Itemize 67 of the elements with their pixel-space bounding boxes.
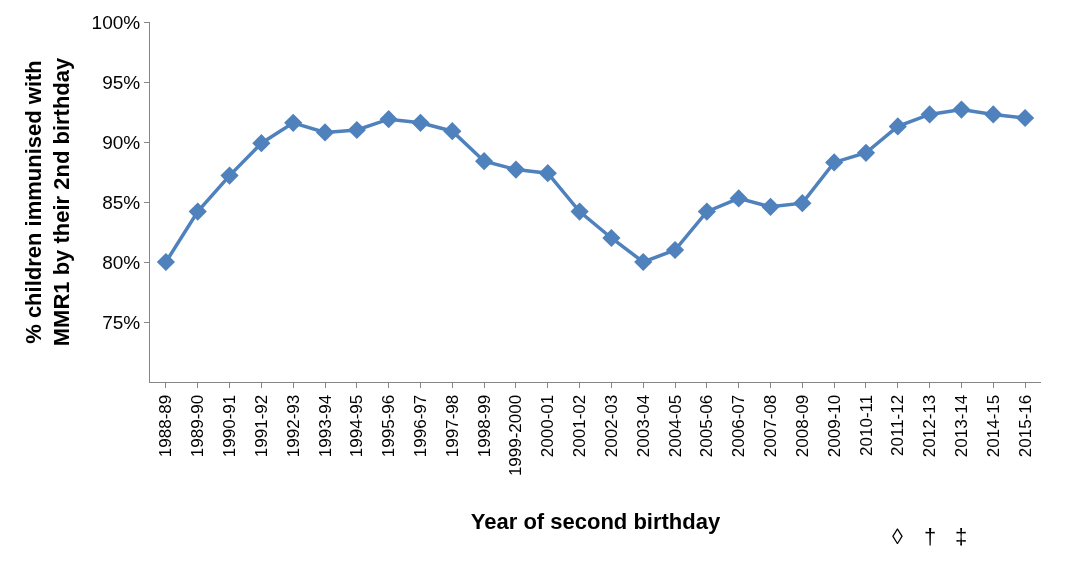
x-tick-label: 2001-02 [570,394,590,458]
point [443,122,462,141]
point [506,160,526,179]
x-tick-label: 1996-97 [411,394,431,458]
y-tick-label: 80% [102,251,141,273]
x-tick-label: 1997-98 [442,394,462,458]
point [888,117,907,136]
x-tick-label: 2009-10 [824,394,844,458]
x-tick-label: 2000-01 [538,394,558,458]
x-tick-label: 2004-05 [665,394,685,458]
point [1015,108,1035,128]
point [761,197,780,216]
x-tick-label: 1988-89 [156,394,176,458]
point [284,113,303,132]
point [602,228,621,248]
x-tick-label: 1993-94 [315,394,335,458]
point [952,100,971,119]
x-tick-label: 2010-11 [856,394,876,456]
y-tick-label: 100% [91,11,141,33]
x-tick-label: 1990-91 [220,394,240,458]
x-tick-label: 2003-04 [633,394,653,458]
point [538,164,557,183]
x-tick-label: 2005-06 [697,394,717,458]
x-tick-label: 2013-14 [951,394,971,458]
point [475,152,494,171]
point [697,202,716,221]
y-tick-label: 75% [102,311,141,333]
point [570,202,589,221]
point [315,123,335,142]
point [793,194,812,213]
point [220,166,239,185]
point [665,240,685,260]
x-tick-label: 2007-08 [761,394,781,458]
y-tick-label: 90% [102,131,141,153]
x-axis-title: Year of second birthday [470,509,721,535]
point [379,110,398,129]
point [411,113,430,132]
y-tick-label: 85% [102,191,141,213]
x-tick-label: 2012-13 [920,394,940,458]
point [856,143,876,162]
x-tick-label: 2006-07 [729,394,749,458]
text: ◊ [892,524,903,549]
point [825,153,844,172]
x-tick-label: 1999-2000 [506,394,526,477]
y-axis-title: % children immunised with MMR1 by their 2nd birthday [20,57,75,347]
x-tick-label: 1989-90 [188,394,208,458]
x-tick-label: 1991-92 [251,394,271,458]
point [188,202,207,221]
point [156,252,176,272]
x-tick-label: 1994-95 [347,394,367,458]
x-tick-label: 2014-15 [983,394,1003,458]
text: † [924,524,937,549]
x-tick-label: 2015-16 [1015,394,1035,458]
point [634,252,653,272]
point [347,120,366,140]
x-tick-label: 2002-03 [601,394,621,458]
point [984,105,1003,124]
x-tick-label: 1992-93 [283,394,303,458]
text: ‡ [955,524,968,549]
x-tick-label: 2008-09 [792,394,812,458]
point [252,134,271,153]
point [920,105,939,124]
x-tick-label: 1998-99 [474,394,494,458]
point [729,189,748,208]
y-tick-label: 95% [102,71,141,93]
x-tick-label: 2011-12 [888,394,908,456]
x-tick-label: 1995-96 [379,394,399,458]
